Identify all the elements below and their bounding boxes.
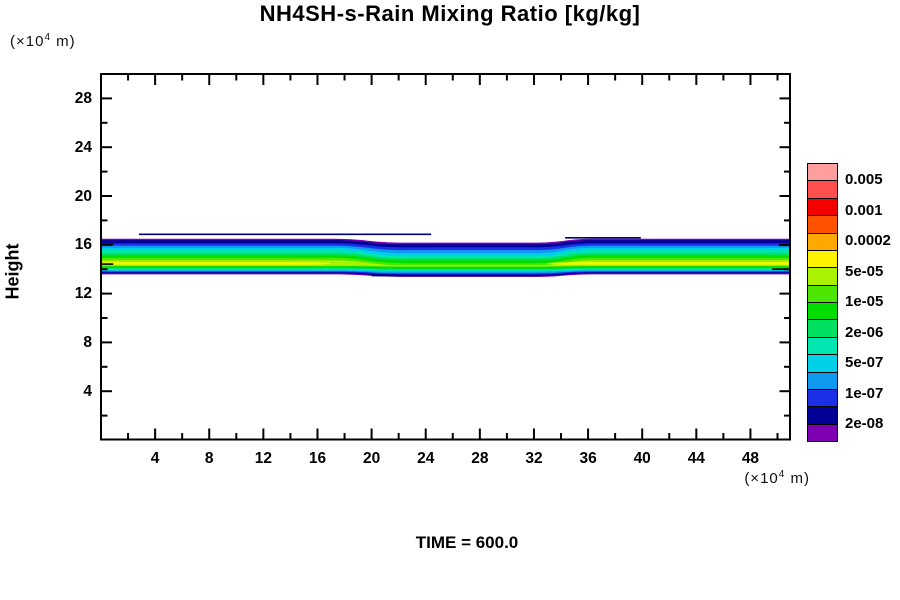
colorbar-label: 0.0002 [845,232,891,250]
y-tick-label: 8 [83,333,92,351]
colorbar-cell [808,424,837,441]
x-tick-label: 20 [362,450,381,467]
x-tick-label: 28 [471,450,489,467]
x-tick-label: 4 [150,450,160,467]
colorbar-label: 0.001 [845,201,883,219]
colorbar-label: 5e-07 [845,354,884,372]
x-tick-label: 44 [687,450,705,467]
colorbar-cell [808,320,837,338]
colorbar-cell [808,198,837,217]
colorbar-label: 0.005 [845,171,883,189]
y-tick-label: 28 [74,89,92,107]
x-tick-label: 8 [204,450,214,467]
contour-band-5e-05-right [547,262,791,265]
y-tick-label: 20 [74,187,92,205]
colorbar-cell [808,303,837,321]
x-tick-label: 12 [254,450,272,467]
colorbar-label: 1e-07 [845,384,884,402]
colorbar-cell [808,233,837,251]
colorbar-cell [808,216,837,234]
colorbar-label: 2e-06 [845,323,884,341]
colorbar-cell [808,372,837,390]
y-axis-unit-label: (×104 m) [10,32,76,50]
colorbar-cell [808,389,837,408]
time-label: TIME = 600.0 [415,533,519,552]
colorbar-label: 1e-05 [845,293,884,311]
x-axis-unit-label: (×104 m) [744,469,810,487]
colorbar-cell [808,285,837,303]
colorbar-cell [808,355,837,373]
colorbar-cell [808,407,837,425]
x-tick-label: 32 [525,450,543,467]
page-title: NH4SH-s-Rain Mixing Ratio [kg/kg] [259,1,641,26]
y-tick-label: 12 [74,285,92,303]
colorbar [807,163,838,442]
colorbar-label: 2e-08 [845,415,884,432]
x-tick-label: 40 [633,450,651,467]
colorbar-cell [808,181,837,199]
x-tick-label: 48 [741,450,760,467]
y-tick-label: 24 [74,138,92,156]
contour-band-5e-05-left [101,262,332,265]
colorbar-cell [808,164,837,182]
plot-frame [100,73,791,441]
x-tick-label: 16 [308,450,327,467]
x-tick-label: 36 [579,450,597,467]
colorbar-cell [808,268,837,286]
colorbar-cell [808,337,837,356]
x-tick-label: 24 [417,450,435,467]
colorbar-cell [808,250,837,269]
y-tick-label: 4 [83,382,92,400]
y-tick-label: 16 [74,236,92,254]
colorbar-label: 5e-05 [845,262,884,280]
y-axis-title: Height [2,243,23,300]
contour-band-2e-05 [101,260,791,267]
contour-plot-canvas [100,73,791,441]
